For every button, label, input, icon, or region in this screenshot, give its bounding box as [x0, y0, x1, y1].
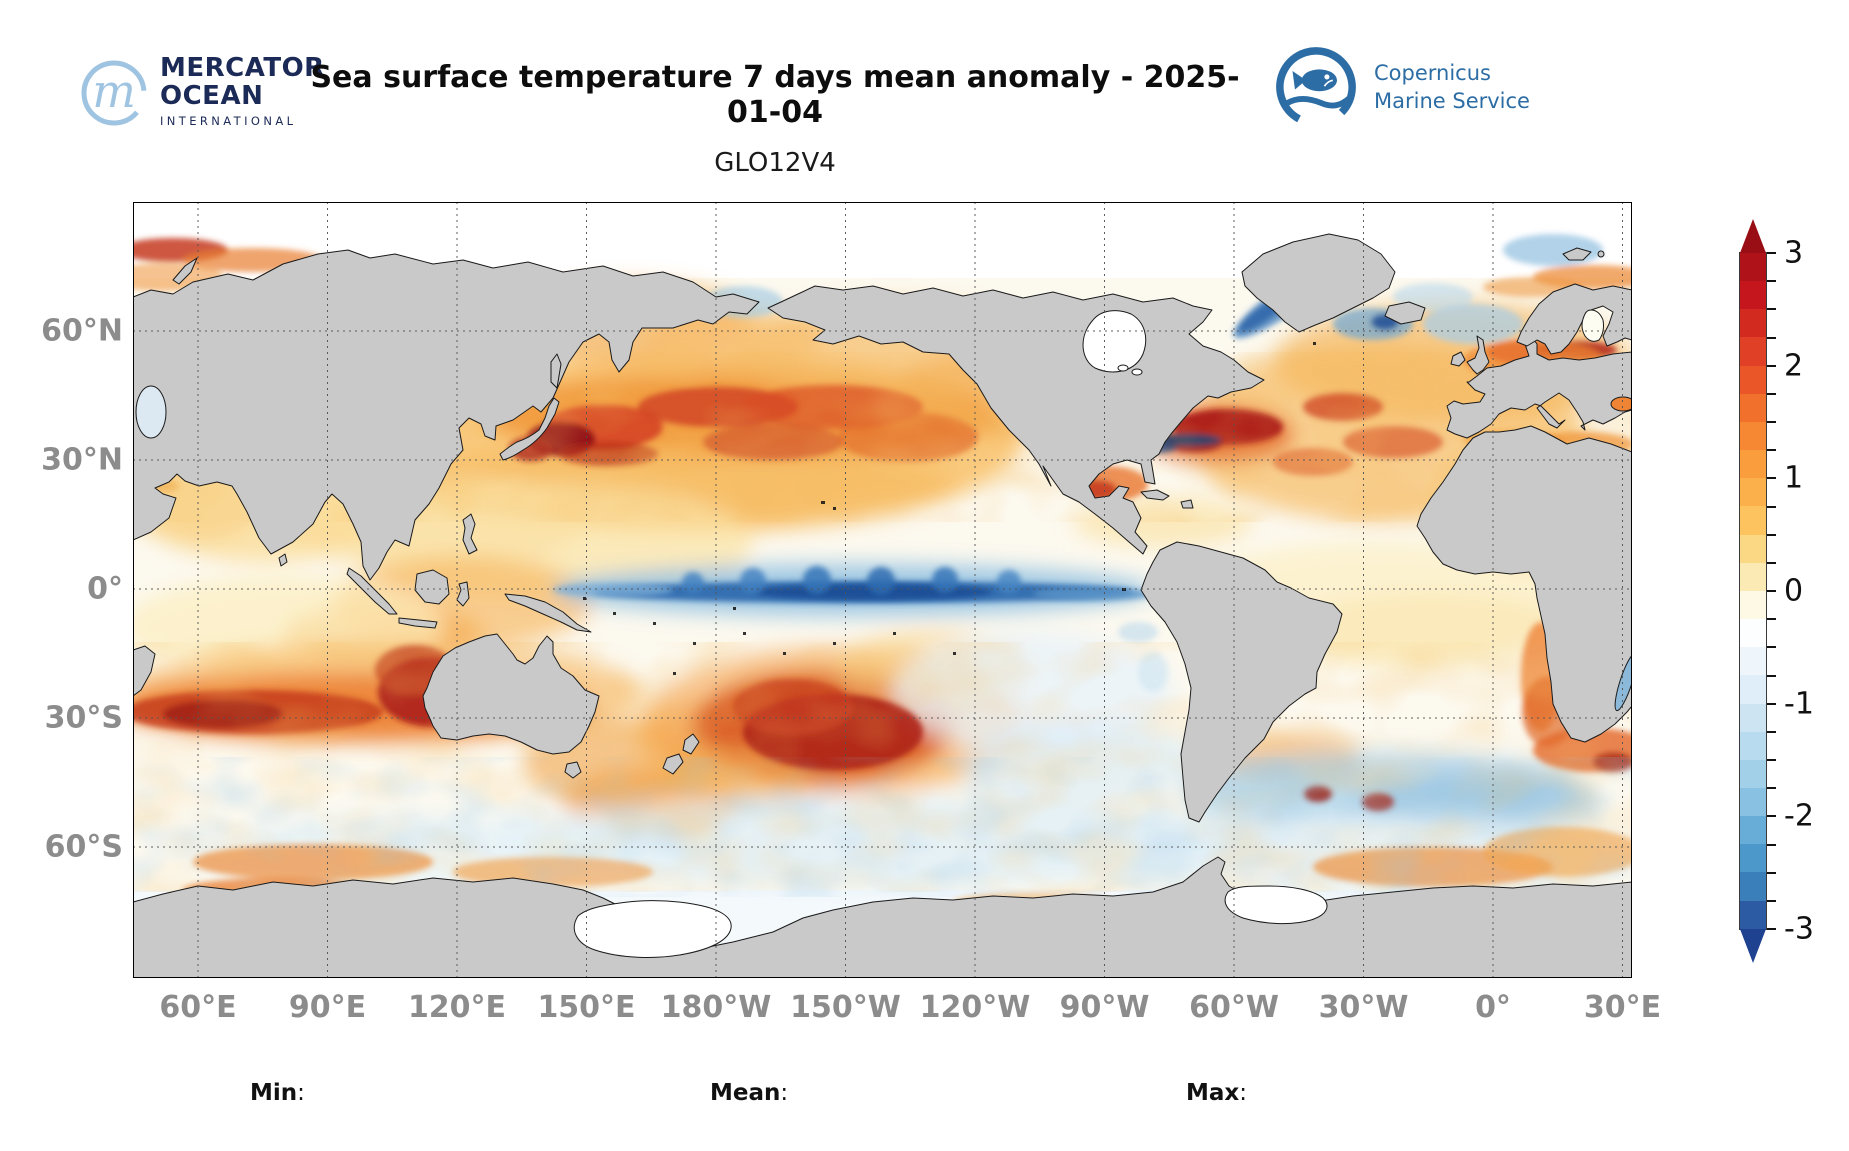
colorbar-tick — [1767, 646, 1776, 649]
copernicus-marine-logo: Copernicus Marine Service — [1274, 45, 1530, 129]
world-anomaly-map — [103, 201, 1673, 979]
colorbar-segment — [1740, 844, 1766, 873]
colorbar-tick-label: 3 — [1784, 235, 1804, 271]
colorbar-tick-label: 1 — [1784, 460, 1804, 496]
colorbar-tick — [1767, 843, 1776, 846]
y-tick-label: 30°N — [41, 442, 123, 478]
colorbar-segment — [1740, 759, 1766, 788]
colorbar-segment — [1740, 900, 1766, 929]
colorbar-tick-label: -2 — [1784, 798, 1814, 834]
colorbar-tick — [1767, 618, 1776, 621]
mercator-monogram-icon: m — [81, 60, 147, 126]
colorbar-segment — [1740, 619, 1766, 648]
colorbar-tick — [1767, 392, 1776, 395]
colorbar-tick-label: 2 — [1784, 348, 1804, 384]
mercator-wordmark-line1: MERCATOR — [160, 53, 325, 83]
colorbar-segment — [1740, 450, 1766, 479]
colorbar-tick — [1767, 561, 1776, 564]
colorbar-segment — [1740, 365, 1766, 394]
graticule — [133, 202, 1632, 978]
colorbar-tick — [1767, 252, 1776, 254]
colorbar-tick — [1767, 477, 1776, 480]
equatorial-cold-band — [553, 566, 1153, 603]
x-tick-label: 60°W — [1189, 990, 1279, 1025]
x-tick-label: 90°W — [1059, 990, 1150, 1025]
colorbar-segment — [1740, 816, 1766, 845]
colorbar-tick — [1767, 899, 1776, 902]
x-tick-label: 120°E — [407, 990, 507, 1025]
colorbar-tick — [1767, 533, 1776, 536]
colorbar-arrow-over — [1740, 219, 1766, 253]
colorbar-tick — [1767, 674, 1776, 677]
colorbar-tick — [1767, 364, 1776, 367]
colorbar-segment — [1740, 534, 1766, 563]
colorbar-tick — [1767, 590, 1776, 592]
colorbar-segment — [1740, 478, 1766, 507]
colorbar-segment — [1740, 281, 1766, 310]
continents — [132, 233, 1633, 979]
copernicus-text-line1: Copernicus — [1374, 60, 1491, 85]
colorbar-tick — [1767, 787, 1776, 790]
colorbar-segment — [1740, 787, 1766, 817]
y-tick-label: 30°S — [44, 700, 123, 736]
colorbar-segment — [1740, 731, 1766, 760]
mercator-wordmark-line3: INTERNATIONAL — [160, 114, 297, 128]
colorbar-tick — [1767, 336, 1776, 339]
x-tick-label: 120°W — [919, 990, 1031, 1025]
mercator-ocean-logo: m MERCATOR OCEAN INTERNATIONAL — [78, 55, 325, 133]
y-tick-label: 60°N — [41, 313, 123, 349]
colorbar-segment — [1740, 337, 1766, 366]
stat-mean: Mean: 0.36 — [710, 1080, 796, 1106]
page-subtitle: GLO12V4 — [714, 148, 836, 178]
colorbar-segment — [1740, 253, 1766, 282]
colorbar-tick — [1767, 730, 1776, 733]
colorbar-segment — [1740, 309, 1766, 338]
colorbar-tick — [1767, 815, 1776, 818]
x-tick-label: 150°E — [537, 990, 636, 1025]
colorbar — [1739, 252, 1767, 930]
colorbar-tick — [1767, 421, 1776, 423]
x-tick-label: 60°E — [159, 990, 237, 1025]
copernicus-text-line2: Marine Service — [1374, 89, 1530, 113]
colorbar-tick — [1767, 702, 1776, 705]
colorbar-segment — [1740, 562, 1766, 591]
colorbar-segment — [1740, 590, 1766, 620]
colorbar-tick — [1767, 308, 1776, 311]
colorbar-tick-label: 0 — [1784, 573, 1804, 609]
colorbar-arrow-under — [1740, 929, 1766, 963]
colorbar-tick — [1767, 505, 1776, 508]
stat-min: Min: -8.39 — [250, 1080, 313, 1106]
colorbar-tick — [1767, 449, 1776, 452]
y-tick-label: 0° — [87, 571, 123, 607]
map-canvas — [103, 201, 1673, 979]
colorbar-tick — [1767, 928, 1776, 930]
x-tick-label: 30°W — [1318, 990, 1409, 1025]
colorbar-tick-label: -1 — [1784, 686, 1814, 722]
colorbar-tick — [1767, 759, 1776, 761]
colorbar-segment — [1740, 703, 1766, 732]
colorbar-segment — [1740, 506, 1766, 535]
page-title: Sea surface temperature 7 days mean anom… — [310, 60, 1240, 130]
x-tick-label: 150°W — [790, 990, 901, 1025]
copernicus-fish-icon — [1276, 47, 1356, 127]
svg-text:m: m — [92, 64, 136, 118]
stat-max: Max: 9.65 — [1186, 1080, 1255, 1106]
x-tick-label: 30°E — [1583, 990, 1662, 1025]
x-tick-label: 90°E — [288, 990, 367, 1025]
mercator-wordmark-line2: OCEAN — [160, 81, 264, 111]
x-tick-label: 180°W — [660, 990, 772, 1025]
colorbar-segment — [1740, 675, 1766, 704]
colorbar-tick — [1767, 280, 1776, 283]
x-tick-label: 0° — [1475, 990, 1511, 1025]
colorbar-tick — [1767, 871, 1776, 874]
colorbar-segment — [1740, 421, 1766, 451]
cool-eddy-noise-south — [133, 757, 1632, 897]
colorbar-tick-label: -3 — [1784, 911, 1814, 947]
colorbar-segment — [1740, 872, 1766, 901]
y-tick-label: 60°S — [44, 829, 123, 865]
colorbar-segment — [1740, 647, 1766, 676]
colorbar-segment — [1740, 393, 1766, 422]
